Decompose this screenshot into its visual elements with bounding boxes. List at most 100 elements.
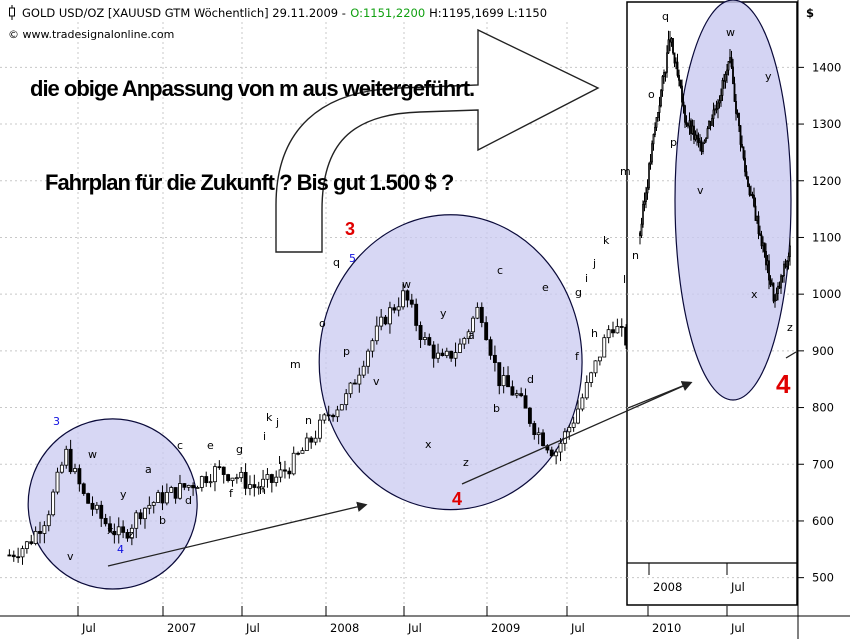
inset-x-tick-label: Jul xyxy=(730,580,745,594)
x-tick-label: Jul xyxy=(245,621,260,635)
candle-body xyxy=(230,477,235,481)
candle-body xyxy=(195,487,200,489)
candle-body xyxy=(786,260,788,268)
candle-body xyxy=(99,504,104,519)
wave-label: e xyxy=(207,439,214,452)
candle-body xyxy=(783,263,785,276)
candle-body xyxy=(597,356,602,362)
candle-body xyxy=(720,94,722,102)
y-tick-label: 500 xyxy=(812,571,834,585)
inset-wave-label: z xyxy=(787,321,793,334)
candle-body xyxy=(738,112,740,127)
candle-body xyxy=(789,245,791,257)
candle-body xyxy=(151,502,156,506)
candle-body xyxy=(784,263,787,268)
candle-body xyxy=(705,137,707,142)
candle-body xyxy=(774,299,776,302)
wave-label: c xyxy=(497,264,503,277)
candle-body xyxy=(675,61,677,64)
candle-body xyxy=(726,69,728,75)
candle-body xyxy=(322,414,327,421)
wave-label: o xyxy=(319,317,326,330)
candle-body xyxy=(24,541,29,549)
trend-arrow xyxy=(107,501,368,567)
inset-wave-label: q xyxy=(662,10,669,23)
candle-body xyxy=(265,474,270,480)
candle-body xyxy=(497,362,502,387)
candle-body xyxy=(639,232,641,236)
candle-body xyxy=(655,117,658,128)
candle-body xyxy=(645,192,647,202)
inset-wave-label: o xyxy=(648,88,655,101)
candle-body xyxy=(663,72,665,77)
candle-body xyxy=(760,234,763,247)
candle-body xyxy=(519,393,524,397)
candle-body xyxy=(646,187,649,194)
candle-body xyxy=(754,205,757,221)
candle-body xyxy=(700,140,703,152)
currency-label: $ xyxy=(806,6,814,20)
candle-body xyxy=(466,331,471,339)
candle-body xyxy=(208,481,213,484)
candle-body xyxy=(717,102,719,110)
candle-body xyxy=(745,171,748,178)
candle-body xyxy=(274,476,279,483)
candle-body xyxy=(571,422,576,428)
wave-label: z xyxy=(463,456,469,469)
wave-label: g xyxy=(575,286,582,299)
candle-body xyxy=(771,282,773,285)
x-tick-label: Jul xyxy=(730,621,745,635)
candle-body xyxy=(747,176,749,187)
inset-panel: 2008 Jul xyxy=(626,0,798,606)
inset-wave-label: y xyxy=(765,70,772,83)
inset-wave-label: p xyxy=(670,136,677,149)
candle-body xyxy=(775,293,778,301)
candle-body xyxy=(147,504,152,509)
candle-body xyxy=(709,120,712,126)
candle-body xyxy=(164,491,169,504)
inset-wave-label: w xyxy=(726,26,735,39)
wave-label: 4 xyxy=(452,489,462,509)
candle-body xyxy=(658,105,661,113)
wave-label: d xyxy=(527,373,534,386)
candle-body xyxy=(138,512,143,520)
candle-body xyxy=(670,38,673,43)
y-tick-label: 900 xyxy=(812,344,834,358)
wave-label: a xyxy=(145,463,152,476)
candle-body xyxy=(769,279,772,285)
candle-body xyxy=(660,90,662,107)
candle-body xyxy=(681,85,683,103)
candle-body xyxy=(699,140,701,143)
candle-body xyxy=(763,242,766,252)
candle-body xyxy=(134,512,139,529)
candle-body xyxy=(213,466,217,483)
candle-body xyxy=(567,427,572,433)
candle-body xyxy=(318,419,322,439)
candle-body xyxy=(217,466,222,469)
candle-body xyxy=(492,354,497,363)
candle-body xyxy=(712,109,715,119)
candle-body xyxy=(55,471,60,493)
x-tick-label: 2007 xyxy=(167,621,196,635)
candle-body xyxy=(160,492,165,504)
candle-body xyxy=(90,502,95,510)
candle-body xyxy=(667,39,670,54)
candle-body xyxy=(269,474,274,483)
wave-label: b xyxy=(493,402,500,415)
candle-body xyxy=(735,101,737,114)
candle-body xyxy=(108,523,112,532)
header-open-value: O:1151,2200 xyxy=(350,6,425,20)
candle-body xyxy=(781,275,784,277)
candle-body xyxy=(510,386,515,396)
candle-body xyxy=(379,316,384,327)
candle-body xyxy=(768,260,770,281)
candle-body xyxy=(173,487,178,499)
wave-label: k xyxy=(266,411,273,424)
inset-wave-label: 4 xyxy=(776,369,791,399)
candle-body xyxy=(756,215,758,221)
candle-body xyxy=(724,73,727,82)
candle-body xyxy=(759,233,761,236)
candle-body xyxy=(283,469,287,472)
candle-body xyxy=(256,486,261,489)
